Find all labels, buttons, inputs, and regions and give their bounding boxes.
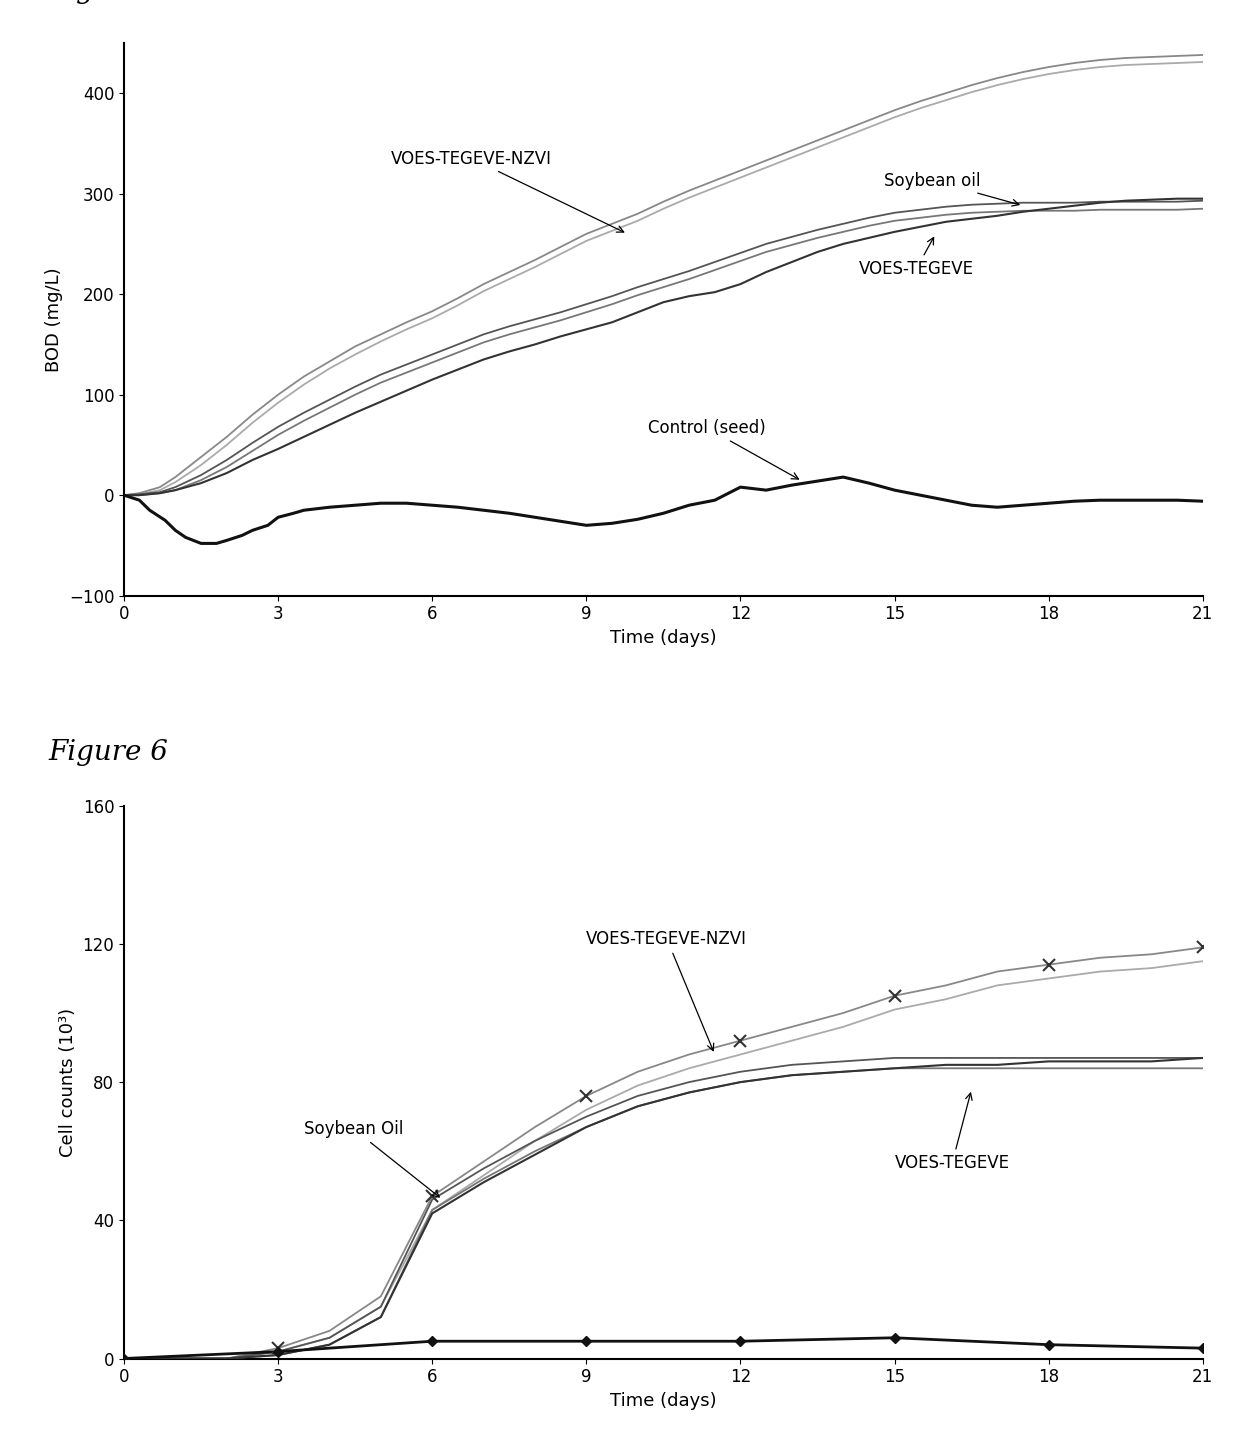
Text: VOES-TEGEVE: VOES-TEGEVE bbox=[858, 237, 973, 277]
Text: Control (seed): Control (seed) bbox=[649, 419, 799, 479]
X-axis label: Time (days): Time (days) bbox=[610, 629, 717, 646]
Text: VOES-TEGEVE-NZVI: VOES-TEGEVE-NZVI bbox=[587, 930, 748, 1051]
X-axis label: Time (days): Time (days) bbox=[610, 1391, 717, 1410]
Text: Soybean Oil: Soybean Oil bbox=[304, 1120, 439, 1197]
Text: VOES-TEGEVE: VOES-TEGEVE bbox=[894, 1093, 1009, 1173]
Text: VOES-TEGEVE-NZVI: VOES-TEGEVE-NZVI bbox=[391, 150, 624, 232]
Y-axis label: BOD (mg/L): BOD (mg/L) bbox=[45, 267, 63, 372]
Text: Figure 6: Figure 6 bbox=[48, 739, 169, 766]
Text: Figure 5: Figure 5 bbox=[48, 0, 169, 3]
Y-axis label: Cell counts (10³): Cell counts (10³) bbox=[60, 1008, 77, 1157]
Text: Soybean oil: Soybean oil bbox=[884, 172, 1019, 206]
